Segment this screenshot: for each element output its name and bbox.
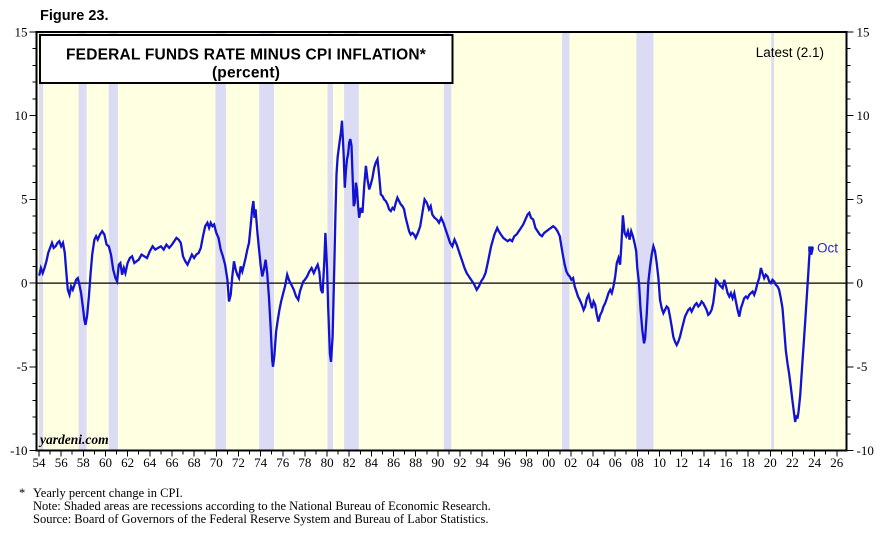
recession-band bbox=[562, 33, 570, 450]
recession-band bbox=[78, 33, 87, 450]
recession-band bbox=[259, 33, 274, 450]
y-tick-label-left: -10 bbox=[10, 443, 27, 458]
recession-band bbox=[443, 33, 452, 450]
recession-band bbox=[215, 33, 226, 450]
end-month-label: Oct bbox=[817, 241, 838, 256]
plot-background bbox=[36, 32, 847, 451]
x-tick-label: 04 bbox=[587, 455, 601, 470]
x-tick-label: 02 bbox=[564, 455, 577, 470]
axis-ticks bbox=[29, 31, 854, 457]
x-tick-label: 22 bbox=[786, 455, 799, 470]
y-tick-label-left: 5 bbox=[21, 192, 28, 207]
x-tick-label: 54 bbox=[33, 455, 47, 470]
y-tick-label-left: 0 bbox=[21, 275, 28, 290]
y-tick-label-right: -5 bbox=[857, 359, 868, 374]
x-tick-label: 62 bbox=[121, 455, 134, 470]
x-tick-label: 96 bbox=[498, 455, 512, 470]
y-tick-label-left: 15 bbox=[15, 24, 28, 39]
x-tick-label: 16 bbox=[720, 455, 734, 470]
x-tick-label: 82 bbox=[343, 455, 356, 470]
x-tick-label: 76 bbox=[276, 455, 290, 470]
x-tick-label: 18 bbox=[742, 455, 755, 470]
x-tick-label: 66 bbox=[166, 455, 180, 470]
title-box: FEDERAL FUNDS RATE MINUS CPI INFLATION* … bbox=[39, 34, 454, 84]
x-tick-label: 98 bbox=[520, 455, 533, 470]
y-tick-label-left: 10 bbox=[15, 108, 28, 123]
footnote-marker: * bbox=[19, 486, 25, 500]
recession-band bbox=[344, 33, 359, 450]
recession-band bbox=[327, 33, 333, 450]
x-tick-label: 86 bbox=[387, 455, 401, 470]
x-tick-label: 74 bbox=[254, 455, 268, 470]
x-tick-label: 64 bbox=[143, 455, 157, 470]
x-tick-label: 12 bbox=[675, 455, 688, 470]
axis-tick-labels: 54 56 58 60 62 64 66 68 70 72 74 76 78 80 82 84 86 88 90 92… bbox=[10, 24, 874, 470]
recession-band bbox=[771, 33, 774, 450]
x-tick-label: 24 bbox=[808, 455, 822, 470]
x-tick-label: 68 bbox=[188, 455, 201, 470]
recession-band bbox=[636, 33, 654, 450]
y-tick-label-right: -10 bbox=[857, 443, 874, 458]
footnote-line-2: Note: Shaded areas are recessions accord… bbox=[33, 499, 491, 513]
x-tick-label: 60 bbox=[99, 455, 112, 470]
x-tick-label: 56 bbox=[55, 455, 69, 470]
y-tick-label-right: 10 bbox=[857, 108, 870, 123]
x-tick-label: 72 bbox=[232, 455, 245, 470]
footnotes: * Yearly percent change in CPI. Note: Sh… bbox=[19, 486, 491, 526]
x-tick-label: 70 bbox=[210, 455, 223, 470]
x-tick-label: 88 bbox=[409, 455, 422, 470]
x-tick-label: 20 bbox=[764, 455, 777, 470]
x-tick-label: 06 bbox=[609, 455, 623, 470]
x-tick-label: 78 bbox=[298, 455, 311, 470]
x-tick-label: 84 bbox=[365, 455, 379, 470]
x-tick-label: 58 bbox=[77, 455, 90, 470]
x-tick-label: 08 bbox=[631, 455, 644, 470]
footnote-line-1: Yearly percent change in CPI. bbox=[33, 486, 183, 500]
data-line bbox=[38, 120, 814, 423]
watermark: yardeni.com bbox=[38, 432, 109, 447]
y-tick-label-right: 5 bbox=[857, 192, 864, 207]
y-tick-label-right: 0 bbox=[857, 275, 864, 290]
recession-band bbox=[108, 33, 118, 450]
figure-label: Figure 23. bbox=[40, 8, 109, 24]
recession-band bbox=[39, 33, 44, 450]
x-tick-label: 92 bbox=[454, 455, 467, 470]
latest-annotation: Latest (2.1) bbox=[756, 45, 824, 60]
recession-bands bbox=[39, 33, 774, 450]
x-tick-label: 14 bbox=[697, 455, 711, 470]
chart-title: FEDERAL FUNDS RATE MINUS CPI INFLATION* bbox=[66, 47, 427, 64]
x-tick-label: 00 bbox=[542, 455, 555, 470]
x-tick-label: 94 bbox=[476, 455, 490, 470]
x-tick-label: 80 bbox=[321, 455, 334, 470]
latest-point-marker bbox=[808, 246, 814, 252]
x-tick-label: 10 bbox=[653, 455, 666, 470]
x-tick-label: 90 bbox=[431, 455, 444, 470]
chart-subtitle: (percent) bbox=[212, 65, 280, 82]
plot-border bbox=[35, 31, 848, 452]
footnote-line-3: Source: Board of Governors of the Federa… bbox=[33, 512, 488, 526]
y-tick-label-right: 15 bbox=[857, 24, 870, 39]
title-box-frame bbox=[39, 34, 454, 84]
x-tick-label: 26 bbox=[830, 455, 844, 470]
y-tick-label-left: -5 bbox=[17, 359, 28, 374]
